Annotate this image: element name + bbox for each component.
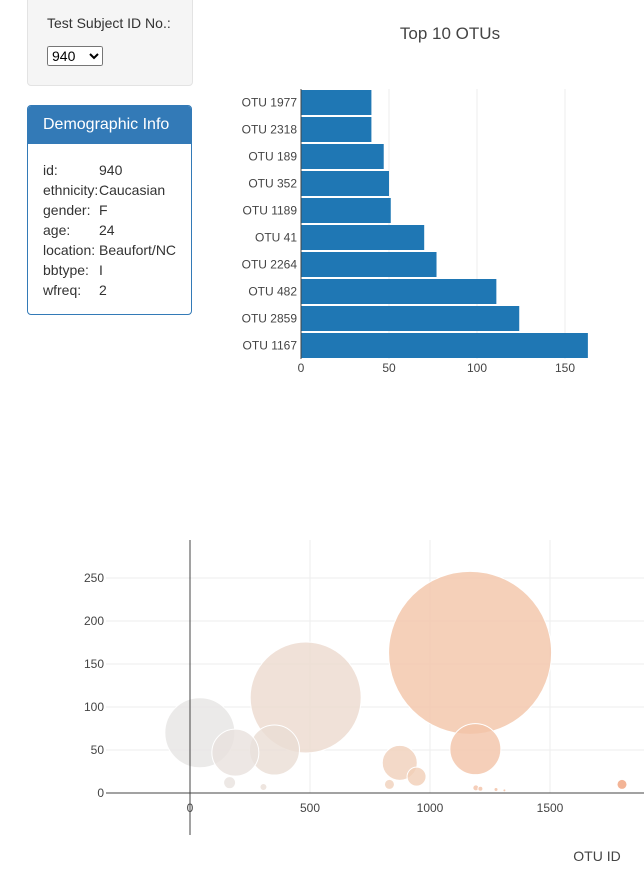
top-otus-bar-chart: Top 10 OTUs 0 50 100 150 OTU 1977 OTU 2318 OTU … — [242, 24, 588, 375]
x-tick-label: 500 — [300, 801, 320, 815]
y-tick-label: 250 — [84, 571, 104, 585]
y-tick-label: OTU 1977 — [242, 96, 298, 110]
bubble — [388, 570, 553, 735]
demo-key: ethnicity: — [43, 182, 99, 198]
demo-value: 24 — [99, 222, 115, 238]
demo-row: location: Beaufort/NC — [43, 240, 191, 260]
bubble — [493, 787, 499, 793]
demo-value: I — [99, 262, 103, 278]
x-tick-label: 1000 — [417, 801, 444, 815]
y-tick-label: 200 — [84, 614, 104, 628]
bar — [301, 252, 437, 277]
bar — [301, 279, 497, 304]
demo-value: 940 — [99, 162, 123, 178]
bar — [301, 225, 425, 250]
y-tick-label: OTU 1167 — [243, 339, 298, 353]
y-tick-label: OTU 2264 — [242, 258, 298, 272]
y-tick-label: OTU 189 — [248, 150, 297, 164]
y-tick-label: 50 — [91, 743, 105, 757]
bar — [301, 333, 588, 358]
demo-row: gender: F — [43, 200, 191, 220]
bubble — [502, 788, 507, 793]
y-tick-label: 100 — [84, 700, 104, 714]
demo-key: age: — [43, 222, 71, 238]
y-tick-label: OTU 1189 — [243, 204, 298, 218]
bubble — [383, 778, 395, 790]
panel-title: Demographic Info — [28, 106, 191, 144]
demo-row: bbtype: I — [43, 260, 191, 280]
bubble — [259, 782, 268, 791]
y-tick-label: 0 — [97, 786, 104, 800]
bar — [301, 171, 389, 196]
x-axis-title: OTU ID — [573, 848, 620, 864]
demo-row: age: 24 — [43, 220, 191, 240]
demo-key: gender: — [43, 202, 91, 218]
x-tick-label: 150 — [555, 361, 575, 375]
bar — [301, 90, 372, 115]
bubble — [406, 766, 427, 787]
bubble — [211, 728, 260, 777]
demo-key: bbtype: — [43, 262, 89, 278]
y-tick-label: OTU 2318 — [242, 123, 298, 137]
selector-label: Test Subject ID No.: — [47, 15, 171, 31]
chart-title: Top 10 OTUs — [400, 24, 500, 43]
bubble — [616, 778, 628, 790]
bar — [301, 198, 391, 223]
x-tick-label: 100 — [467, 361, 487, 375]
bar — [301, 306, 520, 331]
demo-row: ethnicity: Caucasian — [43, 180, 191, 200]
demo-value: Caucasian — [99, 182, 166, 198]
demographic-panel: Demographic Info id: 940 ethnicity: Caucasi… — [27, 105, 192, 315]
y-tick-label: OTU 41 — [255, 231, 297, 245]
y-tick-label: OTU 2859 — [242, 312, 298, 326]
bubble — [449, 723, 502, 776]
bar — [301, 117, 372, 142]
bubble — [223, 776, 237, 790]
demo-row: id: 940 — [43, 160, 191, 180]
demo-value: Beaufort/NC — [99, 242, 177, 258]
bubble — [477, 785, 484, 792]
demo-key: id: — [43, 162, 58, 178]
y-tick-label: OTU 482 — [248, 285, 297, 299]
x-tick-label: 1500 — [537, 801, 564, 815]
selector-well: Test Subject ID No.: 940 — [27, 0, 193, 86]
demo-value: 2 — [99, 282, 107, 298]
x-tick-label: 50 — [382, 361, 396, 375]
subject-id-select[interactable]: 940 — [47, 46, 103, 66]
y-tick-label: OTU 352 — [248, 177, 297, 191]
demo-key: wfreq: — [43, 282, 82, 298]
y-tick-label: 150 — [84, 657, 104, 671]
demo-value: F — [99, 202, 108, 218]
demo-row: wfreq: 2 — [43, 280, 191, 300]
x-tick-label: 0 — [298, 361, 305, 375]
demo-key: location: — [43, 242, 96, 258]
otu-bubble-chart: 050100150200250050010001500OTU ID — [84, 540, 644, 864]
bar — [301, 144, 384, 169]
